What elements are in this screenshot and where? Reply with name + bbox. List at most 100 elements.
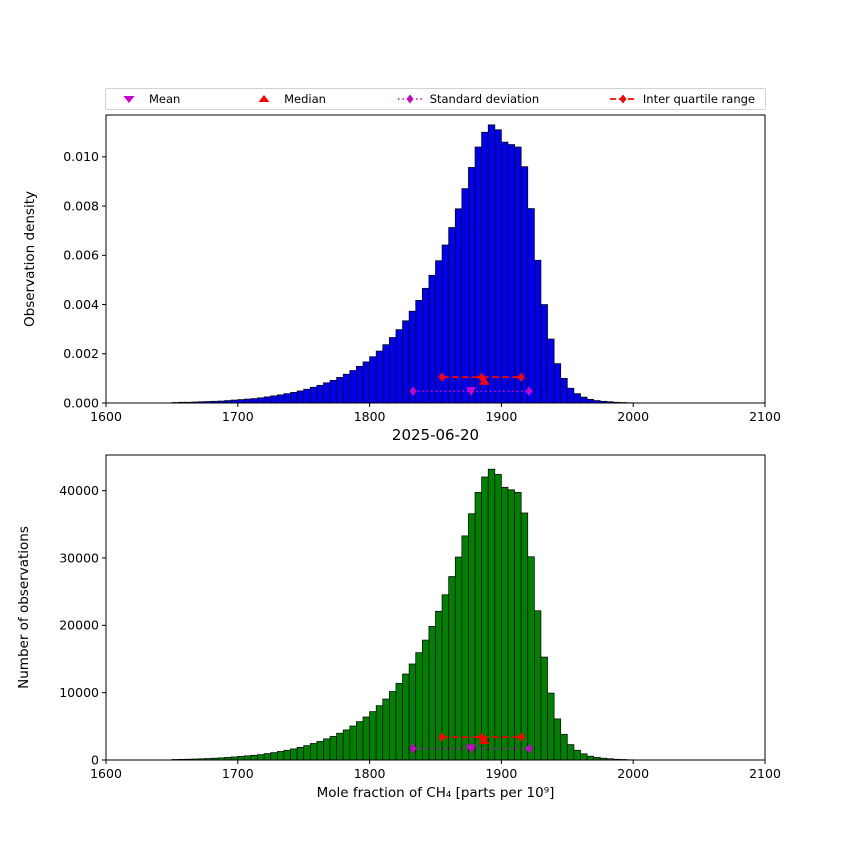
x-tick-label: 1600 — [90, 409, 122, 424]
histogram-bar — [323, 382, 331, 404]
y-tick-label: 10000 — [59, 685, 99, 700]
histogram-bar — [474, 492, 482, 761]
histogram-bar — [435, 260, 443, 404]
x-tick-label: 1600 — [90, 766, 122, 781]
histogram-bar — [250, 398, 258, 404]
median-marker-icon — [258, 95, 270, 102]
diamond-marker — [517, 732, 525, 742]
x-axis-label: 2025-06-20 — [392, 426, 479, 444]
histogram-bar — [481, 476, 489, 761]
observation-density-histogram-bars — [171, 124, 634, 404]
histogram-bar — [448, 576, 456, 761]
histogram-bar — [481, 131, 489, 404]
histogram-bar — [276, 751, 285, 761]
histogram-bar — [336, 377, 344, 404]
x-tick-label: 1800 — [354, 766, 386, 781]
histogram-bar — [487, 124, 496, 404]
histogram-bar — [402, 320, 410, 404]
histogram-bar — [514, 146, 522, 404]
histogram-bar — [296, 390, 305, 404]
y-tick-label: 0 — [91, 752, 99, 767]
histogram-bar — [342, 373, 351, 404]
histogram-bar — [362, 716, 370, 761]
y-tick-label: 30000 — [59, 550, 99, 565]
observation-count-histogram-bars — [171, 468, 634, 761]
histogram-bar — [507, 489, 515, 761]
histogram-bar — [356, 721, 364, 761]
histogram-bar — [533, 610, 542, 761]
histogram-bar — [540, 656, 548, 761]
histogram-bar — [520, 512, 529, 761]
x-axis-label: Mole fraction of CH₄ [parts per 10⁹] — [317, 785, 555, 801]
histogram-bar — [566, 744, 575, 761]
histogram-bar — [474, 146, 482, 404]
histogram-bar — [263, 396, 272, 404]
y-tick-label: 20000 — [59, 618, 99, 633]
histogram-bar — [375, 705, 384, 761]
histogram-bar — [514, 492, 522, 761]
histogram-bar — [527, 556, 535, 761]
histogram-bar — [428, 626, 436, 761]
histogram-bar — [263, 753, 272, 761]
histogram-bar — [580, 396, 588, 404]
histogram-bar — [356, 365, 364, 404]
histogram-bar — [580, 753, 588, 761]
histogram-bar — [389, 337, 397, 404]
histogram-bar — [501, 141, 509, 404]
y-tick-label: 0.008 — [63, 198, 99, 213]
x-tick-label: 1900 — [485, 766, 517, 781]
histogram-bar — [283, 749, 291, 761]
legend: Mean Median Standard deviation Inter qua… — [105, 88, 766, 110]
observation-count-histogram: 1600 1700 1800 1900 2000 2100 0 10000 20000 30000… — [16, 454, 781, 801]
histogram-bar — [540, 304, 548, 404]
histogram-bar — [349, 370, 357, 404]
histogram-bar — [553, 363, 562, 404]
diamond-marker — [438, 732, 446, 742]
y-axis-label: Observation density — [22, 191, 38, 327]
histogram-bar — [329, 735, 337, 761]
legend-item-std: Standard deviation — [397, 92, 539, 106]
histogram-bar — [257, 754, 265, 761]
histogram-bar — [533, 259, 542, 404]
y-tick-label: 0.000 — [63, 395, 99, 410]
y-tick-label: 40000 — [59, 483, 99, 498]
x-tick-label: 2000 — [617, 409, 649, 424]
histogram-bar — [316, 384, 324, 404]
axes-frame — [105, 454, 766, 761]
y-tick-label: 0.010 — [63, 149, 99, 164]
histogram-bar — [283, 393, 291, 404]
histogram-bar — [250, 754, 258, 761]
y-axis-label: Number of observations — [16, 526, 32, 689]
histogram-bar — [276, 394, 285, 404]
x-tick-label: 1800 — [354, 409, 386, 424]
diamond-marker — [525, 743, 533, 754]
observation-count-histogram-stat-markers — [409, 732, 533, 754]
legend-label-median: Median — [284, 92, 326, 106]
legend-label-iqr: Inter quartile range — [642, 92, 755, 106]
histogram-bar — [382, 344, 390, 404]
std-deviation-marker-icon — [397, 94, 422, 104]
histogram-bar — [461, 188, 469, 404]
legend-label-std: Standard deviation — [429, 92, 540, 106]
diamond-marker — [409, 743, 417, 754]
histogram-bar — [421, 287, 430, 404]
x-tick-label: 2100 — [749, 409, 781, 424]
histogram-bar — [560, 378, 568, 404]
histogram-bar — [369, 711, 377, 761]
histogram-bar — [494, 474, 502, 761]
histogram-bar — [487, 468, 496, 761]
histogram-bar — [244, 755, 252, 761]
histogram-bar — [566, 387, 575, 404]
histogram-bar — [342, 729, 351, 761]
histogram-bar — [296, 746, 305, 761]
diamond-marker — [517, 372, 525, 382]
histogram-bar — [237, 399, 245, 404]
mean-triangle-marker — [466, 387, 477, 396]
histogram-bar — [573, 749, 581, 761]
histogram-bar — [468, 167, 476, 404]
histogram-bar — [520, 166, 529, 404]
histogram-bar — [323, 738, 331, 761]
y-tick-label: 0.006 — [63, 248, 99, 263]
legend-item-median: Median — [251, 92, 326, 106]
